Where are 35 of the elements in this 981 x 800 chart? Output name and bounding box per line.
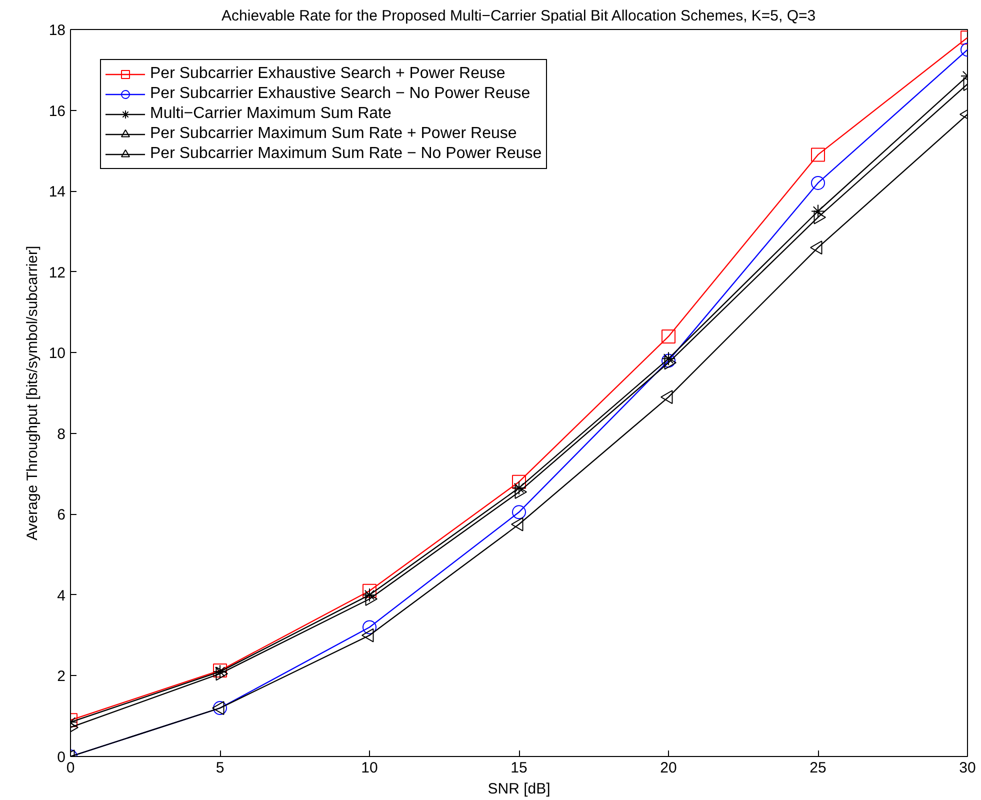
y-tick-label: 2	[57, 668, 66, 686]
x-tick-label: 20	[660, 760, 677, 776]
y-tick-label: 8	[57, 426, 66, 443]
chart-title: Achievable Rate for the Proposed Multi−Carrier Spatial Bit Allocation Schemes, K=5, Q=3	[222, 8, 816, 24]
x-tick-label: 30	[959, 760, 976, 776]
point	[365, 592, 378, 606]
point	[662, 329, 676, 344]
point	[216, 666, 228, 681]
x-tick-label: 15	[510, 760, 528, 776]
x-tick-label: 5	[216, 760, 224, 776]
x-tick-label: 10	[361, 760, 378, 776]
x-tick-label: 25	[810, 760, 826, 776]
point	[810, 240, 822, 255]
point	[512, 480, 526, 495]
point	[512, 474, 526, 489]
y-tick-label: 4	[57, 587, 66, 604]
legend-label: Multi−Carrier Maximum Sum Rate	[150, 105, 392, 123]
y-tick-label: 16	[48, 102, 66, 120]
x-axis-title: SNR [dB]	[488, 780, 550, 798]
y-tick-label: 6	[57, 506, 66, 524]
legend-label: Per Subcarrier Exhaustive Search − No Power Reuse	[150, 85, 530, 103]
point	[362, 620, 376, 634]
point	[660, 390, 673, 404]
y-axis-title: Average Throughput [bits/symbol/subcarrier]	[24, 246, 41, 540]
point	[362, 584, 376, 598]
point	[362, 588, 376, 602]
point	[512, 505, 526, 520]
y-tick-label: 14	[48, 184, 66, 201]
y-tick-label: 0	[57, 749, 66, 766]
legend-label: Per Subcarrier Maximum Sum Rate − No Power Reuse	[150, 145, 542, 163]
legend-label: Per Subcarrier Exhaustive Search + Power Reuse	[150, 65, 506, 83]
y-tick-label: 18	[48, 22, 66, 39]
legend-label: Per Subcarrier Maximum Sum Rate + Power Reuse	[150, 125, 517, 143]
y-tick-label: 10	[48, 345, 66, 362]
y-tick-label: 12	[48, 264, 66, 282]
